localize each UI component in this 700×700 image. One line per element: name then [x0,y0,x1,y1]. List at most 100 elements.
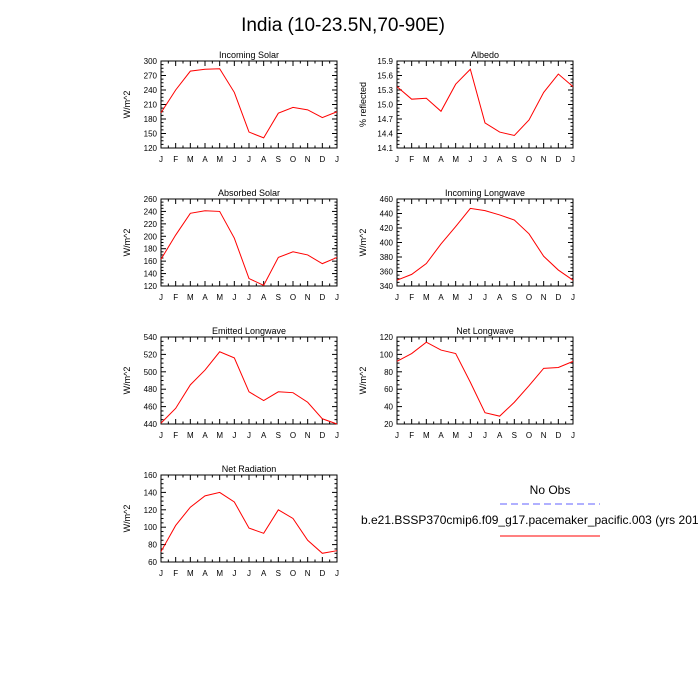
x-tick-label: F [173,569,178,578]
y-tick-label: 20 [384,420,393,429]
x-tick-label: N [541,155,547,164]
x-tick-label: O [526,155,532,164]
y-tick-label: 270 [144,72,158,81]
y-tick-label: 300 [144,57,158,66]
plot-frame [160,198,338,287]
figure-title: India (10-23.5N,70-90E) [241,15,445,36]
y-tick-label: 440 [380,210,394,219]
x-tick-label: M [452,293,459,302]
y-tick-label: 200 [144,232,158,241]
x-tick-label: F [409,293,414,302]
panel-title: Albedo [471,50,499,60]
y-tick-label: 80 [384,368,393,377]
plot-frame [396,198,574,287]
y-tick-label: 160 [144,257,158,266]
panel-title: Emitted Longwave [212,326,286,336]
x-tick-label: D [555,293,561,302]
x-tick-label: J [395,293,399,302]
x-tick-label: N [541,293,547,302]
x-tick-label: J [335,155,339,164]
x-tick-label: S [276,155,281,164]
x-tick-label: D [555,155,561,164]
y-axis-label: W/m^2 [358,367,368,395]
legend-obs-label: No Obs [530,483,571,497]
x-tick-label: M [187,569,194,578]
x-tick-label: M [423,155,430,164]
x-tick-label: A [261,293,267,302]
y-tick-label: 220 [144,220,158,229]
panel-title: Net Radiation [222,464,277,474]
x-tick-label: N [305,293,311,302]
x-tick-label: N [305,569,311,578]
y-tick-label: 140 [144,488,158,497]
y-axis-label: W/m^2 [122,91,132,119]
x-tick-label: S [512,293,517,302]
x-tick-label: S [276,431,281,440]
x-tick-label: J [232,569,236,578]
y-tick-label: 15.3 [377,86,393,95]
panel-title: Incoming Solar [219,50,279,60]
y-tick-label: 80 [148,541,157,550]
x-tick-label: J [247,431,251,440]
y-tick-label: 14.1 [377,144,393,153]
y-tick-label: 380 [380,253,394,262]
x-tick-label: J [159,155,163,164]
x-tick-label: A [497,293,503,302]
series-line [396,341,574,417]
y-tick-label: 100 [380,350,394,359]
legend: No Obs b.e21.BSSP370cmip6.f09_g17.pacema… [361,483,699,537]
x-tick-label: J [159,293,163,302]
series-line [160,210,338,287]
x-tick-label: A [261,569,267,578]
y-tick-label: 180 [144,115,158,124]
x-tick-label: J [395,431,399,440]
y-tick-label: 100 [144,523,158,532]
x-tick-label: J [468,431,472,440]
y-tick-label: 14.4 [377,130,393,139]
panel-title: Incoming Longwave [445,188,525,198]
x-tick-label: O [290,569,296,578]
y-tick-label: 15.9 [377,57,393,66]
x-tick-label: J [335,569,339,578]
y-tick-label: 120 [144,144,158,153]
y-tick-label: 540 [144,333,158,342]
y-tick-label: 440 [144,420,158,429]
y-tick-label: 340 [380,282,394,291]
y-tick-label: 120 [144,282,158,291]
y-tick-label: 240 [144,86,158,95]
x-tick-label: F [173,431,178,440]
y-tick-label: 500 [144,368,158,377]
x-tick-label: A [438,431,444,440]
x-tick-label: J [468,155,472,164]
y-tick-label: 360 [380,268,394,277]
x-tick-label: J [468,293,472,302]
panel-title: Absorbed Solar [218,188,280,198]
y-tick-label: 160 [144,471,158,480]
x-tick-label: J [335,293,339,302]
x-tick-label: O [290,431,296,440]
x-tick-label: N [541,431,547,440]
y-tick-label: 460 [144,403,158,412]
x-tick-label: O [290,293,296,302]
x-tick-label: M [216,569,223,578]
plot-frame [396,336,574,425]
x-tick-label: J [232,431,236,440]
plot-frame [160,474,338,563]
x-tick-label: S [276,569,281,578]
x-tick-label: M [216,431,223,440]
x-tick-label: M [452,431,459,440]
x-tick-label: J [232,293,236,302]
x-tick-label: J [571,155,575,164]
y-tick-label: 15.6 [377,72,393,81]
series-line [396,68,574,136]
y-tick-label: 480 [144,385,158,394]
x-tick-label: M [423,293,430,302]
x-tick-label: D [555,431,561,440]
y-tick-label: 15.0 [377,101,393,110]
